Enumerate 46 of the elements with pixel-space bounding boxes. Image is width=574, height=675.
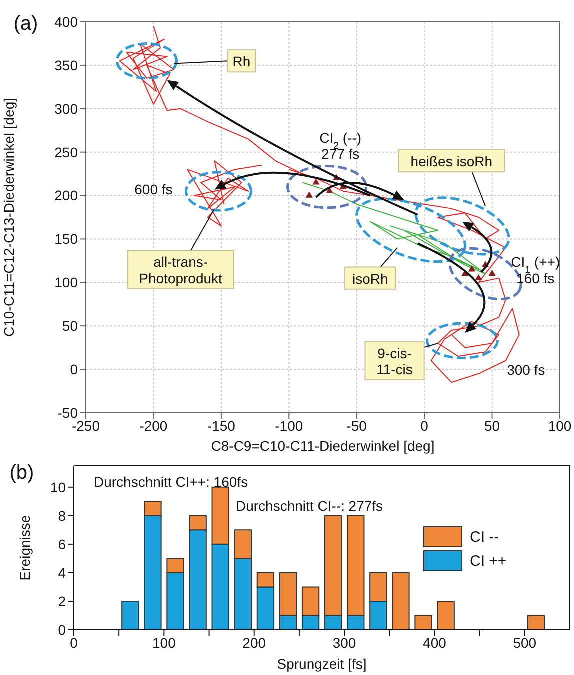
y-tick-label: 0 bbox=[58, 622, 66, 638]
x-axis-title: Sprungzeit [fs] bbox=[277, 656, 367, 672]
annotation: CI$_{2}$ (--) 277 fs bbox=[320, 130, 362, 162]
annotation: Rh bbox=[232, 54, 251, 70]
y-tick-label: 300 bbox=[54, 100, 78, 117]
annotation: all-trans- Photoprodukt bbox=[139, 254, 223, 286]
y-tick-label: 350 bbox=[54, 57, 78, 74]
x-axis-title: C8-C9=C10-C11-Diederwinkel [deg] bbox=[211, 438, 435, 454]
y-tick-label: 8 bbox=[58, 508, 66, 524]
annotation: CI$_{1}$ (++) 160 fs bbox=[511, 254, 560, 286]
annotation: 9-cis- 11-cis bbox=[376, 345, 413, 378]
x-tick-label: -200 bbox=[140, 418, 168, 434]
x-tick-label: 50 bbox=[484, 418, 500, 434]
y-tick-label: 100 bbox=[54, 274, 78, 291]
x-tick-label: -100 bbox=[275, 418, 304, 434]
y-tick-label: 50 bbox=[62, 318, 78, 334]
annotation: 300 fs bbox=[507, 362, 546, 378]
y-tick-label: 6 bbox=[58, 536, 66, 552]
text: (b) bbox=[10, 462, 34, 484]
x-tick-label: 100 bbox=[152, 634, 176, 651]
legend-label: CI -- bbox=[470, 529, 500, 546]
x-tick-label: -150 bbox=[207, 418, 236, 434]
y-tick-label: 250 bbox=[54, 144, 78, 160]
y-tick-label: 0 bbox=[70, 362, 78, 378]
annotation: 600 fs bbox=[134, 181, 173, 198]
x-tick-label: 500 bbox=[513, 634, 537, 651]
text: (a) bbox=[14, 13, 38, 36]
y-tick-label: 150 bbox=[54, 231, 78, 248]
x-tick-label: 100 bbox=[548, 418, 572, 434]
annotation: isoRh bbox=[352, 270, 388, 287]
x-tick-label: -50 bbox=[346, 418, 368, 434]
y-tick-label: 200 bbox=[54, 188, 78, 204]
y-axis-title: C10-C11=C12-C13-Diederwinkel [deg] bbox=[1, 98, 17, 338]
x-tick-label: 300 bbox=[332, 634, 356, 651]
y-axis-title: Ereignisse bbox=[17, 515, 33, 581]
x-tick-label: 400 bbox=[423, 634, 447, 651]
x-tick-label: 200 bbox=[242, 634, 266, 651]
x-tick-label: 0 bbox=[420, 418, 429, 434]
y-tick-label: 2 bbox=[58, 593, 66, 610]
annotation: Durchschnitt CI++: 160fs bbox=[94, 474, 248, 490]
annotation: heißes isoRh bbox=[410, 154, 493, 170]
y-tick-label: 4 bbox=[58, 564, 66, 581]
y-tick-label: 10 bbox=[50, 479, 66, 496]
y-tick-label: 400 bbox=[54, 14, 78, 30]
annotation: Durchschnitt CI--: 277fs bbox=[236, 498, 384, 514]
legend-label: CI ++ bbox=[470, 553, 507, 570]
